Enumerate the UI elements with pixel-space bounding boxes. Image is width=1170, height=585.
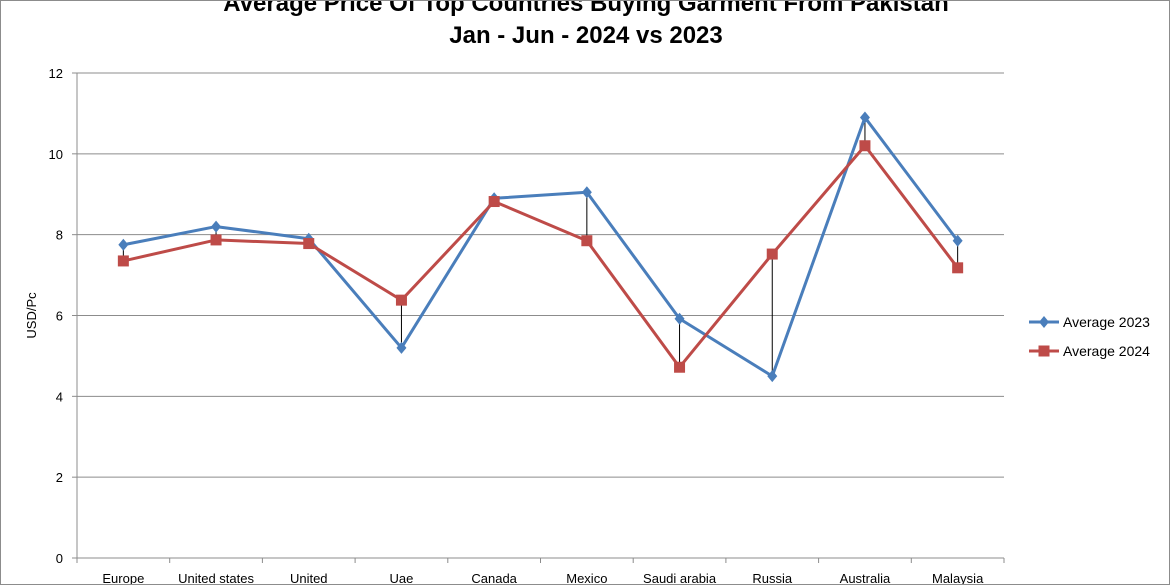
data-point-marker	[581, 186, 592, 199]
data-point-marker	[674, 312, 685, 325]
data-point-marker	[952, 262, 964, 274]
x-tick-labels: Europe United states United Uae Canada Mexico…	[102, 571, 984, 585]
axes	[72, 72, 1005, 563]
data-point-marker	[767, 370, 778, 383]
y-tick-label: 8	[56, 228, 63, 243]
x-tick-label: Europe	[102, 571, 144, 585]
data-point-marker	[303, 238, 315, 250]
series	[117, 111, 964, 383]
y-tick-label: 2	[56, 470, 63, 485]
data-point-marker	[396, 341, 407, 354]
x-tick-label: Uae	[390, 571, 414, 585]
series-line	[123, 115, 959, 378]
data-point-marker	[488, 196, 500, 208]
data-point-marker	[395, 294, 407, 306]
y-tick-labels: 0 2 4 6 8 10 12	[49, 66, 63, 566]
data-point-marker	[766, 248, 778, 260]
data-point-marker	[211, 220, 222, 233]
data-point-marker	[674, 361, 686, 373]
x-tick-label: United states	[178, 571, 254, 585]
data-point-marker	[581, 235, 593, 247]
high-low-lines	[122, 117, 959, 377]
x-tick-label: Malaysia	[932, 571, 984, 585]
data-point-marker	[210, 234, 222, 246]
legend: Average 2023 Average 2024	[1029, 314, 1150, 359]
data-point-marker	[117, 255, 129, 267]
series-line	[123, 144, 959, 369]
series-1	[117, 140, 964, 373]
y-tick-label: 0	[56, 551, 63, 566]
x-tick-label: United	[290, 571, 328, 585]
y-axis-title: USD/Pc	[24, 292, 39, 339]
data-point-marker	[859, 140, 871, 152]
gridlines	[77, 72, 1004, 478]
data-point-marker	[1039, 316, 1049, 328]
data-point-marker	[859, 111, 870, 124]
x-tick-label: Mexico	[566, 571, 607, 585]
legend-label: Average 2023	[1063, 314, 1150, 330]
chart-title-line-2: Jan - Jun - 2024 vs 2023	[449, 22, 723, 49]
y-tick-label: 10	[49, 147, 63, 162]
y-tick-label: 12	[49, 66, 63, 81]
data-point-marker	[118, 238, 129, 251]
data-point-marker	[1038, 345, 1050, 357]
y-tick-label: 6	[56, 309, 63, 324]
x-tick-label: Australia	[840, 571, 891, 585]
x-tick-label: Canada	[471, 571, 517, 585]
legend-item: Average 2023	[1029, 314, 1150, 330]
chart-title-line-1: Average Price Of Top Countries Buying Ga…	[223, 0, 949, 17]
legend-item: Average 2024	[1029, 343, 1150, 359]
data-point-marker	[952, 234, 963, 247]
x-tick-label: Saudi arabia	[643, 571, 717, 585]
legend-label: Average 2024	[1063, 343, 1150, 359]
series-0	[118, 111, 963, 383]
y-tick-label: 4	[56, 389, 63, 404]
x-tick-label: Russia	[752, 571, 793, 585]
